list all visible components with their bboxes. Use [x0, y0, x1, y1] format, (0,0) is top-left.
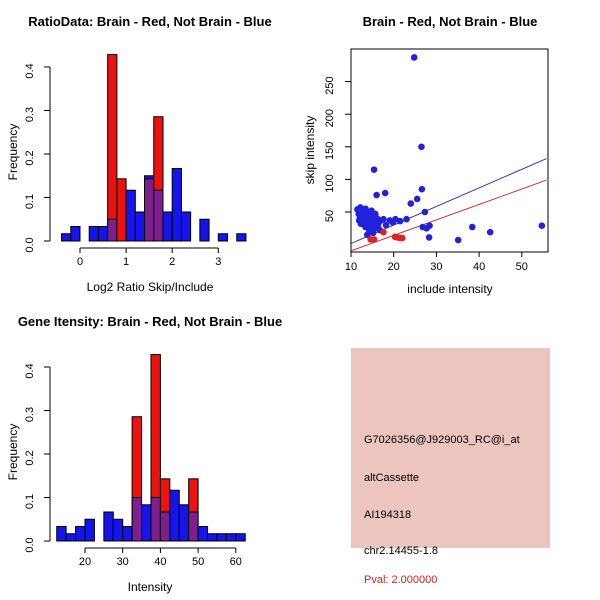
gene-info-box: G7026356@J929003_RC@i_at altCassette AI1…: [351, 348, 550, 586]
svg-text:50: 50: [516, 261, 528, 273]
svg-text:0.3: 0.3: [24, 107, 36, 122]
gene-intensity-histogram-plot: 0.0 0.1 0.2 0.3 0.4 20 30 40 50 60: [24, 354, 246, 568]
svg-text:30: 30: [430, 261, 442, 273]
svg-text:0.2: 0.2: [24, 450, 36, 465]
svg-text:40: 40: [154, 556, 166, 568]
svg-text:50: 50: [192, 556, 204, 568]
ratio-histogram-title: RatioData: Brain - Red, Not Brain - Blue: [28, 14, 272, 29]
svg-text:0.0: 0.0: [24, 237, 36, 252]
svg-text:100: 100: [324, 174, 336, 192]
ratio-histogram-x-axis-label: Log2 Ratio Skip/Include: [86, 280, 214, 294]
svg-text:1: 1: [123, 256, 129, 268]
gene-intensity-x-axis-label: Intensity: [127, 580, 173, 594]
svg-text:0.3: 0.3: [24, 407, 36, 422]
svg-text:2: 2: [169, 256, 175, 268]
svg-text:20: 20: [79, 556, 91, 568]
probe-id-text: G7026356@J929003_RC@i_at: [364, 434, 520, 446]
svg-text:150: 150: [324, 142, 336, 160]
svg-text:60: 60: [230, 556, 242, 568]
intensity-scatter-title: Brain - Red, Not Brain - Blue: [362, 14, 538, 29]
svg-text:0: 0: [77, 256, 83, 268]
svg-text:0.2: 0.2: [24, 150, 36, 165]
pval-text: Pval: 2.000000: [364, 574, 438, 586]
gene-intensity-histogram-panel: Gene Itensity: Brain - Red, Not Brain - …: [0, 300, 300, 600]
svg-text:50: 50: [324, 210, 336, 222]
accession-text: AI194318: [364, 509, 412, 521]
svg-text:0.1: 0.1: [24, 194, 36, 209]
locus-text: chr2.14455-1.8: [364, 545, 438, 557]
svg-text:0.0: 0.0: [24, 537, 36, 552]
intensity-scatter-panel: Brain - Red, Not Brain - Blue skip inten…: [300, 0, 600, 300]
svg-text:0.1: 0.1: [24, 494, 36, 509]
svg-text:30: 30: [117, 556, 129, 568]
gene-intensity-histogram-title: Gene Itensity: Brain - Red, Not Brain - …: [17, 314, 283, 329]
svg-text:200: 200: [324, 109, 336, 127]
svg-text:20: 20: [388, 261, 400, 273]
gene-info-panel: G7026356@J929003_RC@i_at altCassette AI1…: [300, 300, 600, 600]
event-type-text: altCassette: [364, 472, 420, 484]
svg-text:3: 3: [215, 256, 221, 268]
svg-text:250: 250: [324, 76, 336, 94]
intensity-scatter-x-axis-label: include intensity: [407, 282, 493, 296]
svg-text:40: 40: [473, 261, 485, 273]
svg-text:10: 10: [345, 261, 357, 273]
svg-text:0.4: 0.4: [24, 363, 36, 378]
ratio-histogram-panel: RatioData: Brain - Red, Not Brain - Blue…: [0, 0, 300, 300]
ratio-histogram-plot: 0.0 0.1 0.2 0.3 0.4 0 1 2 3: [24, 54, 247, 268]
svg-text:0.4: 0.4: [24, 63, 36, 78]
intensity-scatter-plot: 10 20 30 40 50 50 100 150 200 250: [324, 48, 549, 273]
